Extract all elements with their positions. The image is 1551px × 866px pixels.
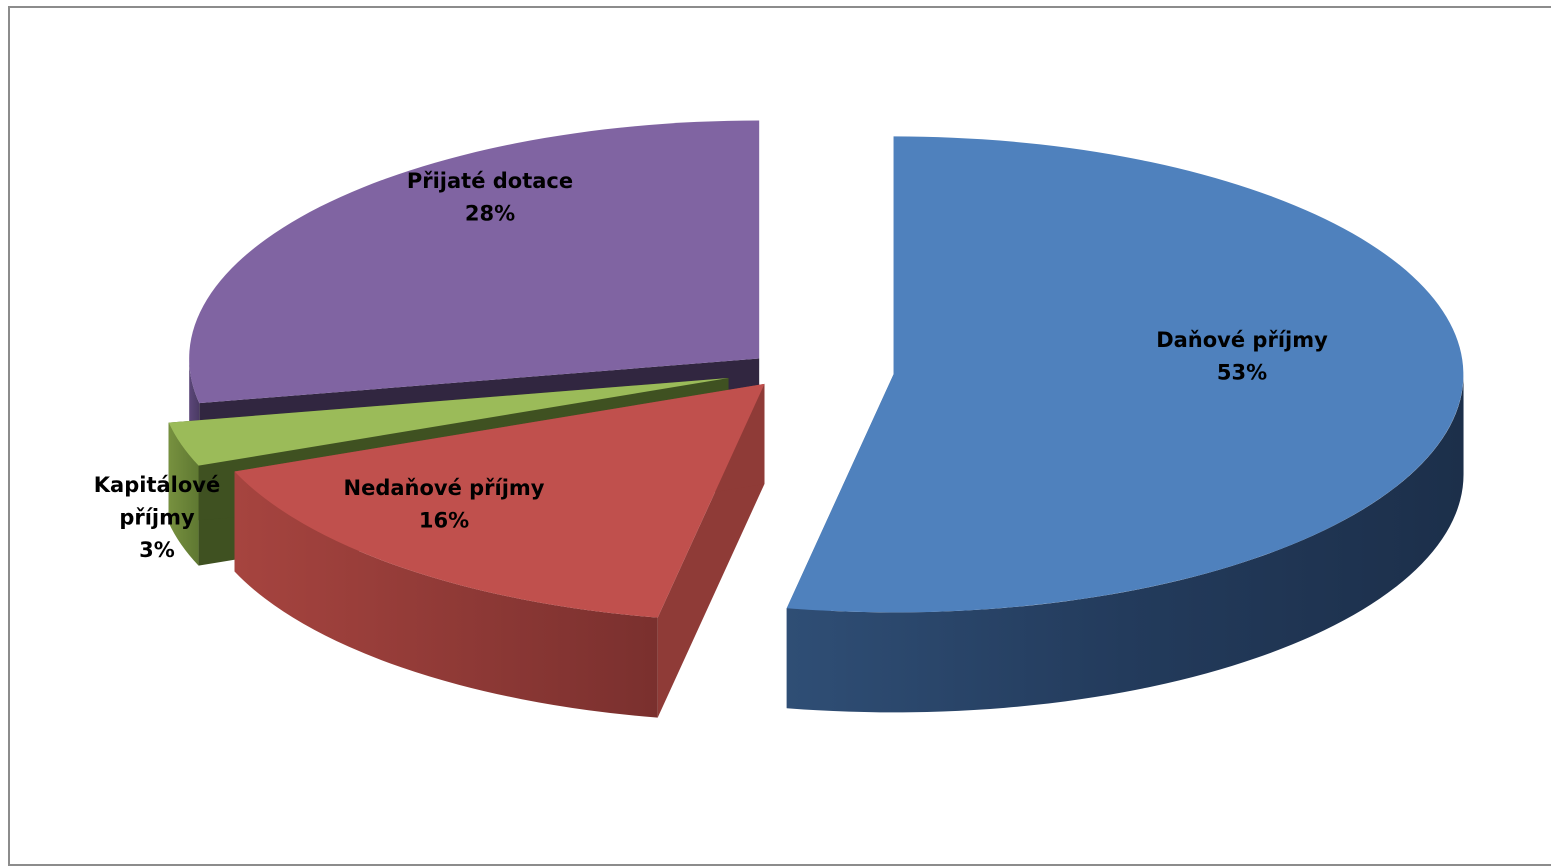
label-nedanove-name: Nedaňové příjmy	[344, 476, 545, 500]
slice-nedanove	[234, 383, 765, 718]
label-danove-value: 53%	[1217, 361, 1267, 385]
label-kapitalove-value: 3%	[139, 538, 175, 562]
label-prijate-dotace: Přijaté dotace 28%	[407, 169, 573, 226]
slice-danove-side	[786, 374, 1464, 713]
slice-kapitalove-side	[168, 422, 199, 566]
slice-nedanove-top	[234, 383, 765, 618]
label-prijate-dotace-name: Přijaté dotace	[407, 169, 573, 193]
label-danove: Daňové příjmy 53%	[1156, 328, 1328, 385]
slice-nedanove-side	[234, 471, 658, 718]
slice-kapitalove-top	[168, 378, 729, 466]
slice-danove-top	[786, 136, 1464, 613]
pie-chart: Daňové příjmy 53% Nedaňové příjmy 16% Kapitá…	[94, 120, 1464, 718]
label-nedanove: Nedaňové příjmy 16%	[344, 476, 545, 533]
label-prijate-dotace-value: 28%	[465, 202, 515, 226]
slice-prijate-dotace-top	[189, 120, 760, 404]
label-kapitalove-name: příjmy	[119, 506, 195, 530]
label-danove-name: Daňové příjmy	[1156, 328, 1328, 352]
label-nedanove-value: 16%	[419, 509, 469, 533]
label-kapitalove-name: Kapitálové	[94, 473, 220, 497]
slice-danove	[786, 136, 1464, 713]
label-kapitalove: Kapitálové příjmy 3%	[94, 473, 220, 562]
